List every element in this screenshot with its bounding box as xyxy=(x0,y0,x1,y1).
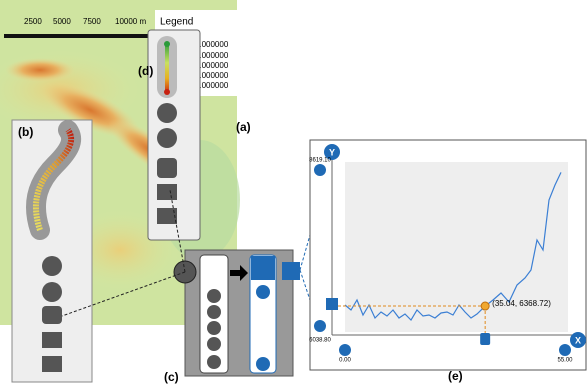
panel-label: (c) xyxy=(164,370,179,384)
figure: 2500 5000 7500 10000 m Legend 000.000000… xyxy=(0,0,587,387)
x-axis-label: X xyxy=(575,335,581,345)
scale-label: 5000 xyxy=(53,17,71,26)
panel-label: (d) xyxy=(138,64,153,78)
panel-c xyxy=(174,250,300,376)
panel-e xyxy=(310,140,586,370)
panel-label: (e) xyxy=(448,369,463,383)
x-tick-label: 55.00 xyxy=(557,358,573,364)
x-tick-handle xyxy=(559,344,571,356)
x-tick-label: 0.00 xyxy=(339,358,351,364)
panel-b xyxy=(12,120,92,382)
panel-d xyxy=(148,30,200,240)
y-tick-handle xyxy=(314,164,326,176)
y-tick-handle xyxy=(314,320,326,332)
cursor-handle xyxy=(480,333,490,345)
page: 2500 5000 7500 10000 m Legend 000.000000… xyxy=(0,0,587,387)
scale-label: 7500 xyxy=(83,17,101,26)
cursor-label: (35.04, 6368.72) xyxy=(492,299,551,308)
x-tick-handle xyxy=(339,344,351,356)
legend-title: Legend xyxy=(160,17,193,28)
panel-label: (b) xyxy=(18,125,33,139)
panel-label: (a) xyxy=(236,120,251,134)
y-tick-label: 8619.10 xyxy=(309,158,331,164)
scale-label: 2500 xyxy=(24,17,42,26)
y-axis-label: Y xyxy=(329,147,335,157)
scale-label: 10000 m xyxy=(115,17,146,26)
cursor-point xyxy=(481,302,489,310)
y-tick-label: 6038.80 xyxy=(309,338,331,344)
